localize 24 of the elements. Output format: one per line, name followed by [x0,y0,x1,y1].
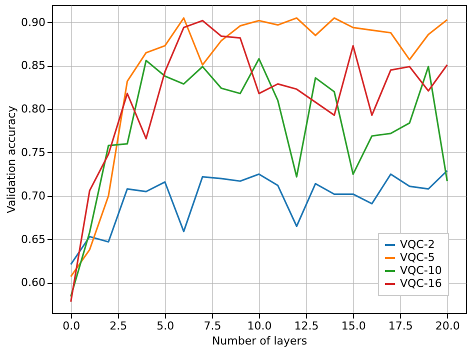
y-tick-label: 0.80 [21,102,46,116]
x-axis-title: Number of layers [212,334,308,348]
legend-label: VQC-10 [400,264,442,277]
legend-label: VQC-16 [400,277,442,290]
x-tick-label: 15.0 [341,320,366,332]
x-tick-label: 10.0 [247,320,272,332]
x-tick-label: 0.0 [62,320,80,332]
y-tick-label: 0.70 [21,189,46,202]
x-tick-label: 12.5 [294,320,319,332]
x-tick-label: 20.0 [435,320,460,332]
x-tick-label: 2.5 [110,320,128,332]
line-series [70,170,448,266]
y-tick-label: 0.75 [21,146,46,159]
y-axis-title: Validation accuracy [5,105,18,214]
y-tick-label: 0.65 [21,232,46,246]
x-tick-label: 7.5 [204,320,222,332]
y-tick-label: 0.90 [21,16,46,29]
line-series [70,58,448,298]
y-tick-label: 0.60 [21,276,46,290]
x-tick-label: 5.0 [156,320,174,332]
legend-label: VQC-2 [400,238,435,251]
y-tick-label: 0.85 [21,59,46,72]
legend-label: VQC-5 [400,251,435,264]
x-tick-label: 17.5 [388,320,413,332]
